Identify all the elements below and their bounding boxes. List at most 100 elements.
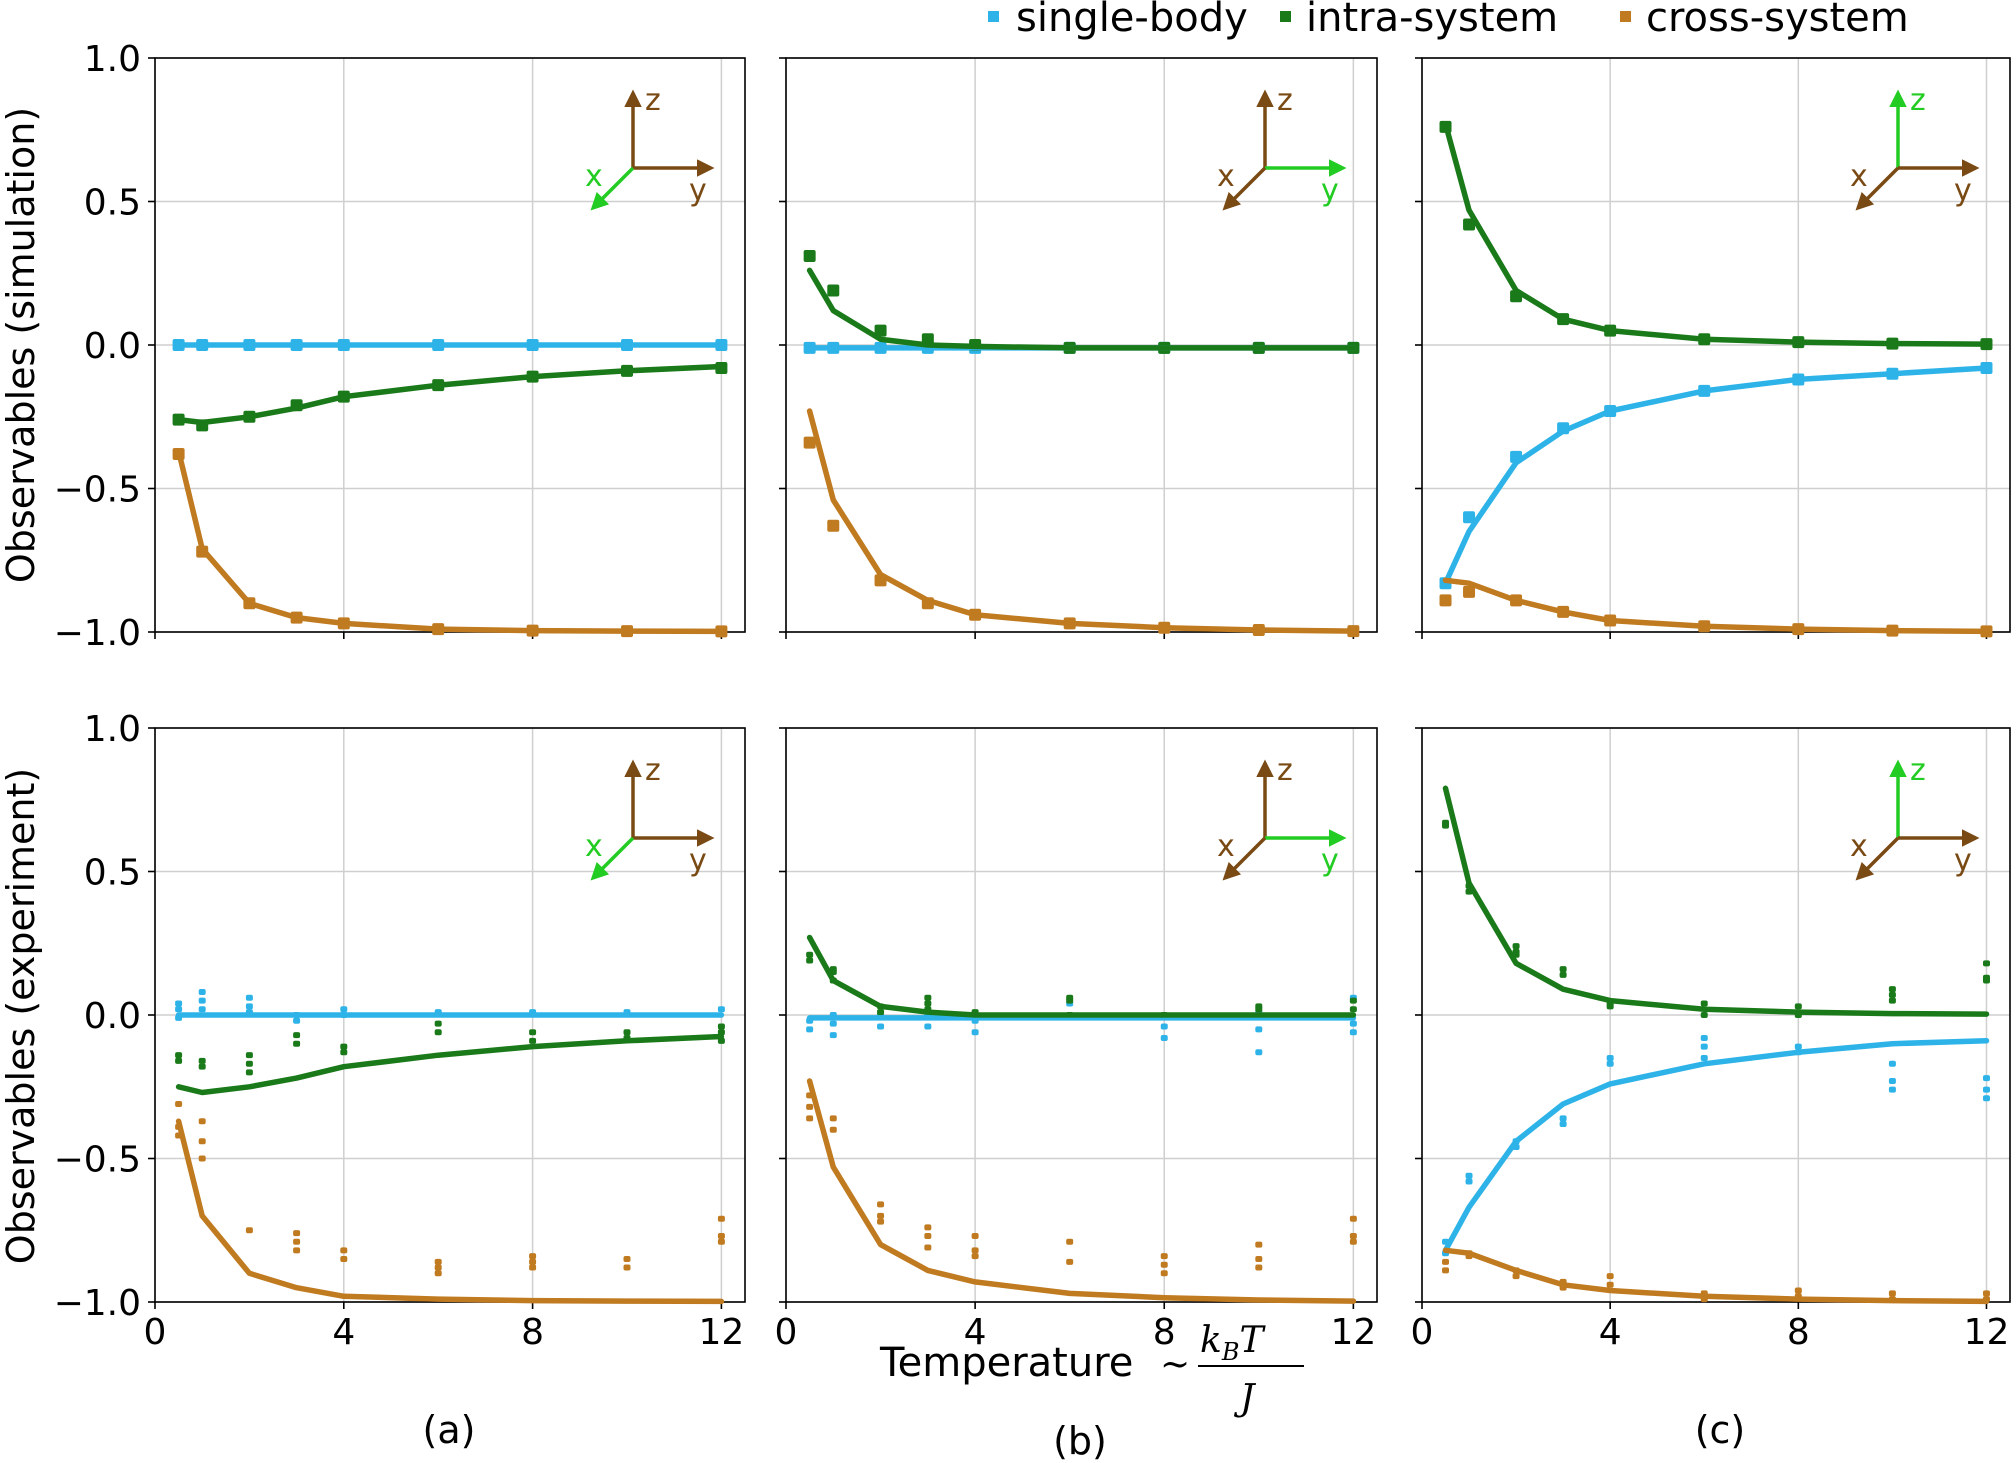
series-line-single-body: [1442, 1038, 1990, 1254]
series-line-intra-system: [806, 267, 1357, 351]
data-point-single-body: [1255, 1026, 1263, 1033]
data-point-intra-system: [529, 1037, 537, 1044]
data-point-cross-system: [623, 1255, 631, 1262]
data-point-cross-system: [1463, 585, 1476, 598]
y-tick-label: 1.0: [84, 39, 141, 80]
data-point-cross-system: [971, 1253, 979, 1260]
panel-simulation-a: 1.0 0.5 0.0 −0.5 −1.0 z y x: [54, 39, 746, 654]
data-point-cross-system: [971, 1232, 979, 1239]
data-point-single-body: [293, 1017, 301, 1024]
panel-experiment-a: 1.0 0.5 0.0 −0.5 −1.00 4 8 12 z y x: [54, 709, 746, 1353]
data-point-intra-system: [1559, 971, 1567, 978]
data-point-single-body: [1559, 1115, 1567, 1122]
data-point-cross-system: [1512, 1273, 1520, 1280]
y-axis-name: y: [689, 843, 707, 878]
data-point-cross-system: [293, 1247, 301, 1254]
data-point-single-body: [1700, 1055, 1708, 1062]
data-point-single-body: [1982, 1075, 1990, 1082]
y-axis-name: y: [1321, 843, 1339, 878]
numerator-sub: B: [1221, 1338, 1240, 1366]
data-point-intra-system: [1888, 991, 1896, 998]
x-axis-arrow: [590, 836, 635, 881]
data-point-single-body: [198, 989, 206, 996]
data-point-cross-system: [1255, 1255, 1263, 1262]
x-axis-arrow: [1222, 836, 1267, 881]
panel-experiment-b: 0 4 8 12 z y x: [775, 727, 1378, 1353]
data-point-single-body: [1160, 1034, 1168, 1041]
data-point-cross-system: [529, 1258, 537, 1265]
data-point-single-body: [1160, 1023, 1168, 1030]
data-point-intra-system: [198, 1063, 206, 1070]
data-point-single-body: [198, 997, 206, 1004]
legend-swatch-intra-system: [1280, 11, 1291, 22]
data-point-cross-system: [924, 1232, 932, 1239]
data-point-cross-system: [971, 1247, 979, 1254]
series-line-cross-system: [1442, 1247, 1990, 1305]
data-point-cross-system: [434, 1270, 442, 1277]
z-axis-name: z: [1910, 83, 1926, 118]
data-point-intra-system: [198, 1057, 206, 1064]
data-point-single-body: [1255, 1049, 1263, 1056]
x-tick-label: 12: [1330, 1312, 1376, 1353]
x-axis-name: x: [585, 829, 603, 864]
data-point-intra-system: [623, 1029, 631, 1036]
x-tick-label: 8: [521, 1312, 544, 1353]
data-point-intra-system: [175, 1057, 183, 1064]
data-point-intra-system: [175, 1052, 183, 1059]
data-point-single-body: [1465, 1172, 1473, 1179]
series-line-cross-system: [175, 1118, 725, 1305]
y-tick-label: 0.5: [84, 853, 141, 894]
legend-label-cross-system: cross-system: [1646, 0, 1909, 41]
data-point-intra-system: [293, 1040, 301, 1047]
data-point-intra-system: [1559, 966, 1567, 973]
data-point-intra-system: [340, 1049, 348, 1056]
data-point-cross-system: [340, 1255, 348, 1262]
panel-simulation-b: z y x: [779, 57, 1378, 639]
data-point-single-body: [924, 1023, 932, 1030]
data-point-cross-system: [293, 1238, 301, 1245]
data-point-cross-system: [829, 1115, 837, 1122]
panel-experiment-c: 0 4 8 12 z y x: [1411, 727, 2011, 1353]
data-point-cross-system: [198, 1118, 206, 1125]
y-tick-label: −0.5: [54, 470, 141, 511]
x-tick-label: 8: [1153, 1312, 1176, 1353]
data-point-cross-system: [1160, 1261, 1168, 1268]
data-point-intra-system: [1349, 997, 1357, 1004]
series-line-cross-system: [1442, 577, 1990, 635]
data-point-single-body: [1463, 511, 1476, 524]
x-axis-name: x: [1217, 829, 1235, 864]
data-point-single-body: [1700, 1034, 1708, 1041]
data-point-intra-system: [340, 1043, 348, 1050]
data-point-intra-system: [1700, 1012, 1708, 1018]
data-point-cross-system: [198, 1155, 206, 1162]
numerator-k: k: [1200, 1320, 1222, 1361]
x-tick-label: 4: [1599, 1312, 1622, 1353]
data-point-intra-system: [245, 1052, 253, 1059]
axes-orientation-inset: z y x: [1217, 83, 1347, 211]
y-tick-label: −1.0: [54, 1283, 141, 1324]
data-point-cross-system: [829, 1126, 837, 1133]
y-tick-label: 0.5: [84, 183, 141, 224]
z-axis-name: z: [1277, 753, 1293, 788]
data-point-single-body: [1700, 1043, 1708, 1050]
legend-swatch-single-body: [988, 11, 999, 22]
data-point-single-body: [245, 1003, 253, 1010]
data-point-cross-system: [717, 1238, 725, 1245]
x-axis-name: x: [1217, 159, 1235, 194]
data-point-cross-system: [1982, 1290, 1990, 1297]
axes-orientation-inset: z y x: [585, 83, 715, 211]
data-point-single-body: [1349, 1020, 1357, 1027]
y-tick-label: −0.5: [54, 1140, 141, 1181]
data-point-cross-system: [293, 1230, 301, 1237]
data-point-cross-system: [806, 1103, 814, 1110]
z-axis-name: z: [1277, 83, 1293, 118]
panel-simulation-c: z y x: [1415, 57, 2011, 639]
data-point-cross-system: [1606, 1281, 1614, 1288]
series-line-intra-system: [175, 363, 725, 426]
data-point-cross-system: [529, 1264, 537, 1271]
data-point-intra-system: [1982, 960, 1990, 967]
panel-label-c: (c): [1695, 1408, 1746, 1452]
axes-orientation-inset: z y x: [1217, 753, 1347, 881]
y-axis-name: y: [1321, 173, 1339, 208]
